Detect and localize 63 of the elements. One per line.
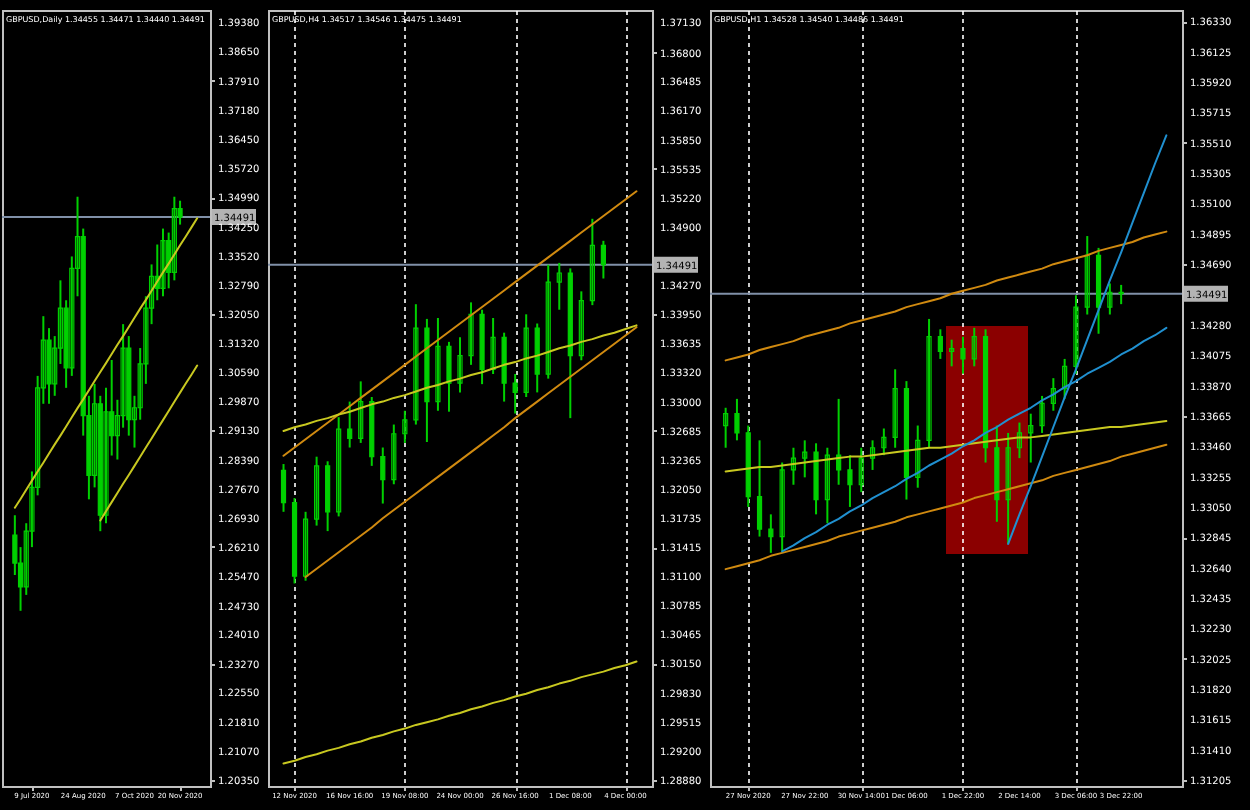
candlestick [490, 316, 496, 376]
candlestick [836, 397, 842, 486]
candlestick [534, 322, 540, 394]
candlestick [468, 301, 474, 366]
candlestick [1050, 377, 1056, 412]
candlestick [1073, 294, 1079, 375]
candlestick [847, 454, 853, 508]
line-series [13, 217, 199, 509]
candlestick [545, 263, 551, 380]
candlestick [858, 446, 864, 494]
line-series [99, 364, 199, 522]
candlestick [325, 460, 331, 533]
candlestick [457, 336, 463, 394]
candlestick [813, 442, 819, 516]
candlestick [790, 446, 797, 486]
candlestick [915, 424, 921, 489]
candlestick [1039, 394, 1045, 434]
candlestick [171, 195, 177, 282]
candlestick [1028, 412, 1034, 464]
candlestick [926, 317, 932, 449]
candlestick [280, 463, 287, 513]
candlestick [402, 409, 408, 444]
candlestick [960, 335, 966, 375]
candlestick [501, 331, 507, 403]
candlestick [413, 303, 419, 426]
candlestick [937, 328, 943, 360]
candlestick [1005, 431, 1011, 545]
candlestick [302, 510, 309, 582]
candlestick [347, 400, 353, 449]
candlestick [589, 217, 595, 307]
candlestick [578, 290, 584, 362]
line-series [304, 326, 638, 579]
candlestick [556, 261, 562, 311]
candlestick [734, 397, 740, 442]
candlestick [380, 446, 386, 505]
candlestick [446, 340, 452, 413]
candlestick [1016, 421, 1023, 460]
candlestick [756, 439, 763, 538]
line-series [282, 190, 638, 457]
candlestick [723, 406, 729, 449]
candlestick [768, 513, 774, 554]
candlestick [824, 446, 830, 525]
candlestick [336, 416, 342, 518]
candlestick [892, 368, 898, 449]
candlestick [160, 227, 166, 298]
candlestick [869, 439, 876, 471]
candlestick [391, 423, 397, 486]
candlestick [512, 373, 518, 415]
line-series [282, 660, 638, 765]
candlestick [881, 427, 887, 457]
candlestick [802, 439, 808, 479]
candlestick [779, 461, 785, 553]
candlestick [314, 455, 320, 527]
candlestick [600, 239, 606, 280]
line-series [724, 443, 1168, 571]
candlestick [435, 316, 441, 412]
candlestick [1107, 282, 1113, 316]
candlestick [1084, 235, 1090, 316]
candlestick [523, 313, 529, 398]
line-series [724, 230, 1168, 362]
candlestick [358, 380, 364, 444]
candlestick [971, 326, 977, 368]
candlestick [1062, 357, 1068, 400]
